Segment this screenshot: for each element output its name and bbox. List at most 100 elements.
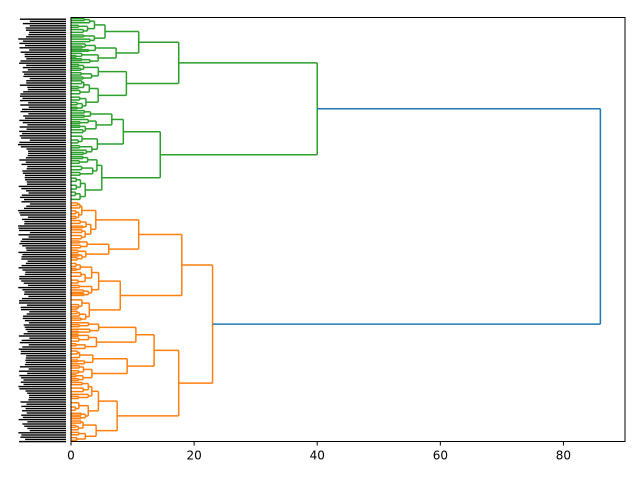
leaf-labels bbox=[18, 18, 67, 443]
leaf-label bbox=[25, 262, 66, 265]
leaf-label bbox=[19, 84, 67, 86]
leaf-label bbox=[25, 271, 67, 273]
leaf-label bbox=[22, 416, 66, 419]
leaf-label bbox=[29, 396, 66, 399]
leaf-label bbox=[20, 51, 66, 53]
leaf-label bbox=[26, 304, 66, 306]
leaf-label bbox=[29, 49, 66, 51]
leaf-label bbox=[21, 377, 66, 379]
leaf-label bbox=[29, 231, 66, 234]
leaf-label bbox=[21, 258, 67, 260]
leaf-label bbox=[19, 18, 66, 20]
leaf-label bbox=[28, 399, 66, 401]
leaf-label bbox=[22, 132, 66, 135]
leaf-label bbox=[25, 117, 66, 119]
leaf-label bbox=[24, 220, 67, 223]
leaf-label bbox=[19, 42, 66, 45]
leaf-label bbox=[21, 280, 67, 282]
leaf-label bbox=[27, 124, 67, 126]
leaf-label bbox=[19, 300, 66, 302]
leaf-label bbox=[26, 313, 66, 315]
leaf-label bbox=[22, 346, 66, 348]
leaf-label bbox=[28, 33, 66, 36]
leaf-label bbox=[28, 295, 66, 298]
leaf-label bbox=[19, 374, 66, 377]
leaf-label bbox=[29, 25, 67, 27]
leaf-label bbox=[24, 176, 67, 179]
leaf-label bbox=[19, 126, 66, 128]
leaf-label bbox=[28, 192, 67, 194]
leaf-label bbox=[26, 36, 66, 38]
leaf-label bbox=[24, 207, 66, 210]
leaf-label bbox=[19, 278, 66, 280]
leaf-label bbox=[28, 113, 66, 115]
leaf-label bbox=[19, 130, 66, 133]
leaf-label bbox=[22, 71, 66, 73]
leaf-label bbox=[27, 392, 66, 394]
leaf-label bbox=[24, 273, 66, 276]
leaf-label bbox=[27, 427, 66, 430]
leaf-label bbox=[24, 319, 66, 322]
leaf-label bbox=[19, 141, 66, 144]
leaf-label bbox=[26, 412, 67, 414]
leaf-label bbox=[23, 383, 66, 386]
leaf-label bbox=[22, 289, 66, 291]
leaf-label bbox=[22, 172, 67, 174]
leaf-label bbox=[25, 328, 66, 331]
leaf-label bbox=[24, 73, 66, 75]
leaf-label bbox=[21, 297, 66, 300]
leaf-label bbox=[21, 308, 66, 311]
leaf-label bbox=[18, 385, 66, 388]
leaf-label bbox=[18, 335, 66, 337]
leaf-label bbox=[19, 119, 66, 122]
leaf-label bbox=[28, 106, 66, 108]
leaf-label bbox=[23, 324, 66, 326]
leaf-label bbox=[29, 311, 67, 313]
leaf-label bbox=[25, 438, 67, 441]
leaf-label bbox=[18, 251, 66, 254]
leaf-label bbox=[24, 293, 66, 295]
leaf-label bbox=[23, 91, 66, 93]
leaf-label bbox=[19, 242, 66, 245]
cluster-branch bbox=[71, 202, 214, 442]
leaf-label bbox=[24, 55, 66, 58]
leaf-label bbox=[24, 223, 66, 225]
leaf-label bbox=[27, 88, 67, 91]
leaf-label bbox=[24, 174, 67, 177]
leaf-label bbox=[20, 214, 67, 216]
leaf-label bbox=[25, 361, 67, 364]
leaf-label bbox=[26, 403, 67, 405]
leaf-label bbox=[26, 249, 67, 251]
leaf-label bbox=[25, 179, 67, 181]
dendrogram-links bbox=[71, 17, 602, 442]
x-tick-label: 40 bbox=[310, 449, 325, 463]
leaf-label bbox=[18, 209, 67, 212]
leaf-label bbox=[22, 245, 66, 247]
leaf-label bbox=[27, 86, 67, 89]
leaf-label bbox=[20, 350, 67, 353]
leaf-label bbox=[26, 168, 66, 170]
leaf-label bbox=[19, 99, 66, 102]
leaf-label bbox=[18, 225, 66, 227]
leaf-label bbox=[18, 370, 67, 372]
leaf-label bbox=[19, 275, 67, 278]
leaf-label bbox=[23, 379, 66, 381]
leaf-label bbox=[29, 77, 66, 80]
leaf-label bbox=[26, 64, 66, 67]
leaf-label bbox=[24, 53, 66, 56]
leaf-label bbox=[20, 146, 66, 148]
leaf-label bbox=[26, 205, 67, 207]
leaf-label bbox=[20, 436, 66, 438]
leaf-label bbox=[19, 302, 67, 304]
leaf-label bbox=[19, 62, 66, 64]
leaf-label bbox=[21, 137, 66, 139]
leaf-label bbox=[29, 337, 66, 339]
leaf-label bbox=[27, 260, 66, 262]
x-tick-label: 80 bbox=[556, 449, 571, 463]
leaf-label bbox=[21, 163, 66, 166]
leaf-label bbox=[24, 44, 66, 47]
leaf-label bbox=[22, 317, 66, 320]
leaf-label bbox=[28, 344, 66, 346]
leaf-label bbox=[22, 108, 66, 111]
leaf-label bbox=[18, 286, 66, 289]
